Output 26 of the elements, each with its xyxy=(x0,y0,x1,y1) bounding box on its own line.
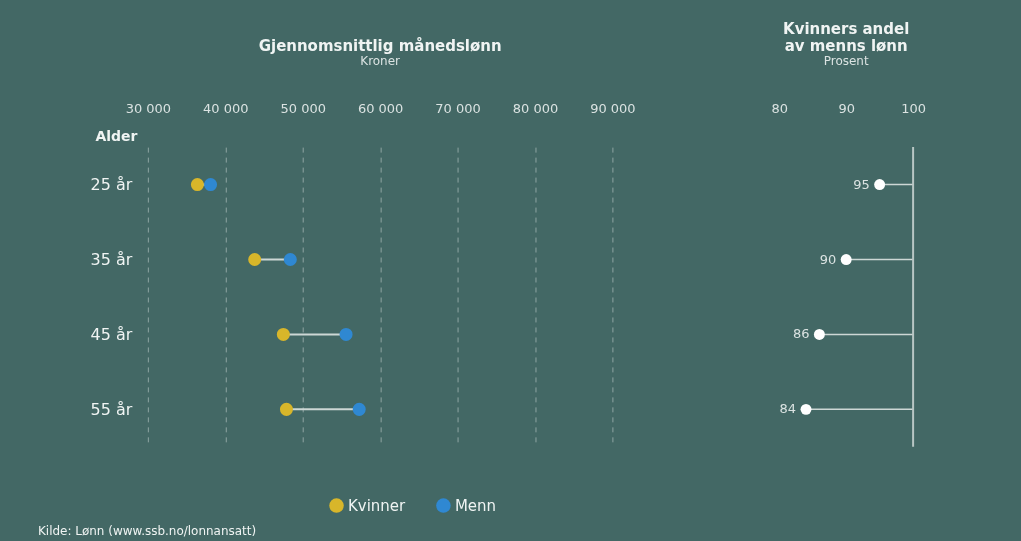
chart-subtitle: Prosent xyxy=(823,54,869,69)
data-label: 84 xyxy=(779,401,797,417)
y-tick-label: 35 år xyxy=(90,250,133,270)
x-tick-label: 70 000 xyxy=(435,100,481,116)
x-tick-label: 60 000 xyxy=(357,100,404,116)
x-tick-label: 90 000 xyxy=(590,100,636,116)
y-tick-label: 25 år xyxy=(90,175,133,195)
x-tick-label: 80 000 xyxy=(512,100,559,116)
legend-label: Kvinner xyxy=(348,496,407,515)
legend-label: Menn xyxy=(454,496,497,515)
x-tick-label: 40 000 xyxy=(203,100,249,116)
data-label: 86 xyxy=(792,326,810,342)
data-label: 90 xyxy=(819,251,837,267)
text: Kilde: Lønn (www.ssb.no/lonnansatt) xyxy=(37,523,257,538)
y-tick-label: 55 år xyxy=(90,399,133,419)
chart-subtitle: Kroner xyxy=(360,54,401,69)
x-tick-label: 50 000 xyxy=(280,100,326,116)
x-tick-label: 90 xyxy=(838,100,855,116)
data-label: 95 xyxy=(853,176,870,192)
x-tick-label: 30 000 xyxy=(125,100,172,116)
y-tick-label: 45 år xyxy=(90,324,133,344)
chart-title: Kvinners andel av menns lønn xyxy=(783,20,910,56)
x-tick-label: 100 xyxy=(901,100,926,116)
x-tick-label: 80 xyxy=(771,100,788,116)
y-axis-title: Alder xyxy=(95,127,138,144)
chart-title: Gjennomsnittlig månedslønn xyxy=(258,36,502,56)
